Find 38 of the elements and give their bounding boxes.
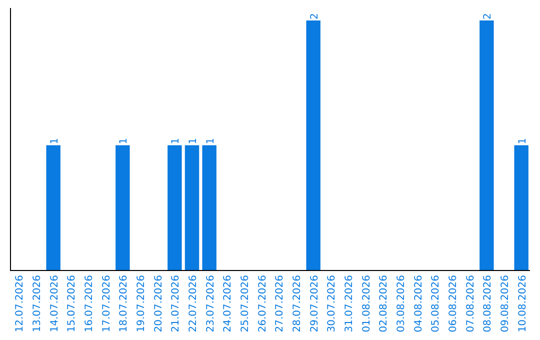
x-tick-label: 23.07.2026 (205, 275, 216, 332)
x-tick-label: 18.07.2026 (118, 275, 130, 332)
x-tick-label: 26.07.2026 (257, 275, 268, 332)
x-tick-label: 29.07.2026 (309, 275, 320, 332)
data-label: 1 (188, 138, 199, 144)
x-tick-label: 14.07.2026 (49, 275, 60, 332)
x-tick-label: 12.07.2026 (14, 275, 26, 332)
x-tick-label: 20.07.2026 (153, 275, 164, 332)
x-tick-label: 08.08.2026 (482, 275, 494, 332)
x-tick-label: 03.08.2026 (396, 275, 407, 332)
x-tick-label: 15.07.2026 (66, 275, 78, 332)
x-tick-label: 05.08.2026 (430, 275, 442, 332)
data-label: 1 (49, 138, 60, 144)
data-label: 1 (205, 138, 216, 144)
x-tick-label: 02.08.2026 (378, 275, 390, 332)
x-tick-label: 27.07.2026 (274, 275, 286, 332)
x-tick-label: 17.07.2026 (101, 275, 112, 332)
x-tick-label: 10.08.2026 (517, 275, 528, 332)
x-tick-label: 19.07.2026 (136, 275, 147, 332)
x-tick-label: 30.07.2026 (326, 275, 338, 332)
data-label: 2 (482, 13, 494, 20)
x-tick-label: 31.07.2026 (344, 275, 355, 332)
x-tick-label: 07.08.2026 (465, 275, 476, 332)
x-tick-label: 21.07.2026 (170, 275, 182, 332)
x-tick-label: 04.08.2026 (413, 275, 424, 332)
x-tick-label: 25.07.2026 (240, 275, 251, 332)
x-tick-label: 28.07.2026 (292, 275, 303, 332)
x-tick-label: 06.08.2026 (448, 275, 459, 332)
x-tick-label: 24.07.2026 (222, 275, 234, 332)
x-tick-label: 09.08.2026 (500, 275, 511, 332)
x-tick-label: 01.08.2026 (361, 275, 372, 332)
data-label: 2 (309, 13, 320, 20)
data-label: 1 (170, 138, 182, 144)
data-label: 1 (118, 138, 130, 144)
x-tick-label: 16.07.2026 (84, 275, 95, 332)
x-tick-label: 22.07.2026 (188, 275, 199, 332)
data-label: 1 (517, 138, 528, 144)
x-tick-label: 13.07.2026 (32, 275, 43, 332)
